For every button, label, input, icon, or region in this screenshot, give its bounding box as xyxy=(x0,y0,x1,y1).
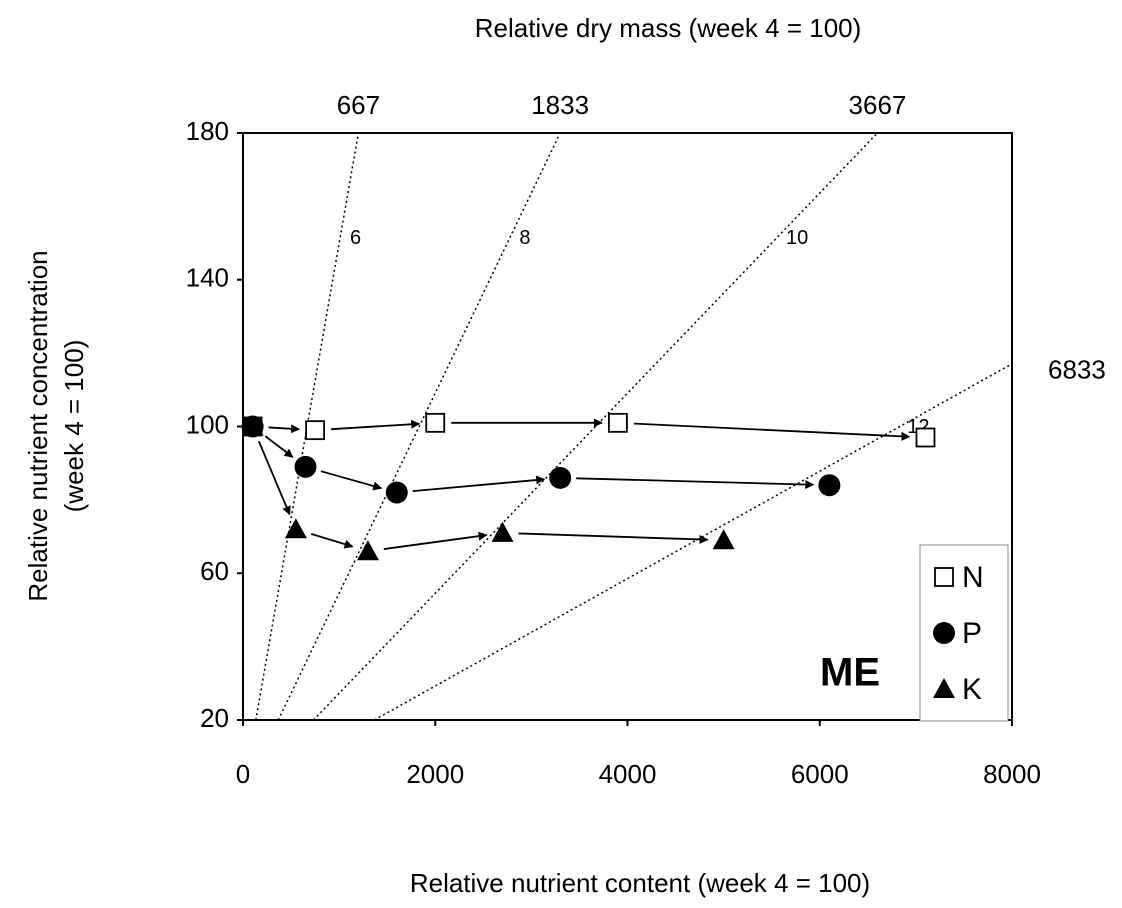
marker-triangle xyxy=(356,540,379,561)
marker-triangle xyxy=(241,415,264,436)
marker-circle xyxy=(933,622,955,644)
marker-triangle xyxy=(284,518,307,539)
y-axis-title-line: (week 4 = 100) xyxy=(59,340,89,513)
marker-circle xyxy=(385,481,408,504)
marker-circle xyxy=(549,466,572,489)
week-label: 6 xyxy=(350,227,361,249)
y-tick-label: 140 xyxy=(186,263,229,293)
top-axis-title: Relative dry mass (week 4 = 100) xyxy=(475,13,862,43)
x-tick-label: 6000 xyxy=(791,759,849,789)
arrow xyxy=(412,475,546,493)
arrow xyxy=(383,531,488,550)
week-label: 8 xyxy=(519,227,530,249)
arrow xyxy=(310,533,354,549)
dry-mass-line xyxy=(255,133,360,720)
marker-circle xyxy=(294,455,317,478)
y-tick-label: 20 xyxy=(200,703,229,733)
arrow xyxy=(633,422,911,441)
dry-mass-line xyxy=(312,133,879,720)
y-tick-label: 60 xyxy=(200,556,229,586)
marker-triangle xyxy=(712,529,735,550)
week-label: 10 xyxy=(786,227,808,249)
arrow xyxy=(331,419,421,431)
arrow xyxy=(576,477,815,490)
x-tick-label: 4000 xyxy=(599,759,657,789)
dry-mass-label: 1833 xyxy=(531,90,589,120)
x-tick-label: 8000 xyxy=(983,759,1041,789)
x-tick-label: 0 xyxy=(236,759,250,789)
dry-mass-label: 6833 xyxy=(1048,355,1106,385)
x-axis-title: Relative nutrient content (week 4 = 100) xyxy=(410,868,870,898)
marker-triangle xyxy=(491,521,514,542)
marker-square xyxy=(934,567,954,587)
marker-square xyxy=(425,412,446,433)
marker-square xyxy=(305,420,325,441)
marker-circle xyxy=(818,474,841,497)
marker-square xyxy=(607,412,628,433)
marker-square xyxy=(915,427,936,448)
arrow xyxy=(257,440,291,516)
dry-mass-line xyxy=(373,363,1012,720)
legend-label: K xyxy=(962,673,982,706)
arrow xyxy=(518,532,709,544)
y-tick-label: 100 xyxy=(186,409,229,439)
x-tick-label: 2000 xyxy=(406,759,464,789)
arrow xyxy=(264,435,294,458)
y-tick-label: 180 xyxy=(186,116,229,146)
panel-label: ME xyxy=(820,651,880,695)
legend-label: P xyxy=(962,617,982,650)
dry-mass-label: 3667 xyxy=(849,90,907,120)
arrow xyxy=(320,470,383,491)
y-axis-title-line: Relative nutrient concentration xyxy=(23,250,53,601)
arrow xyxy=(268,424,301,434)
marker-triangle xyxy=(933,678,955,698)
legend-label: N xyxy=(962,561,984,594)
dry-mass-label: 667 xyxy=(337,90,380,120)
y-axis-title: Relative nutrient concentration (week 4 … xyxy=(23,250,89,601)
